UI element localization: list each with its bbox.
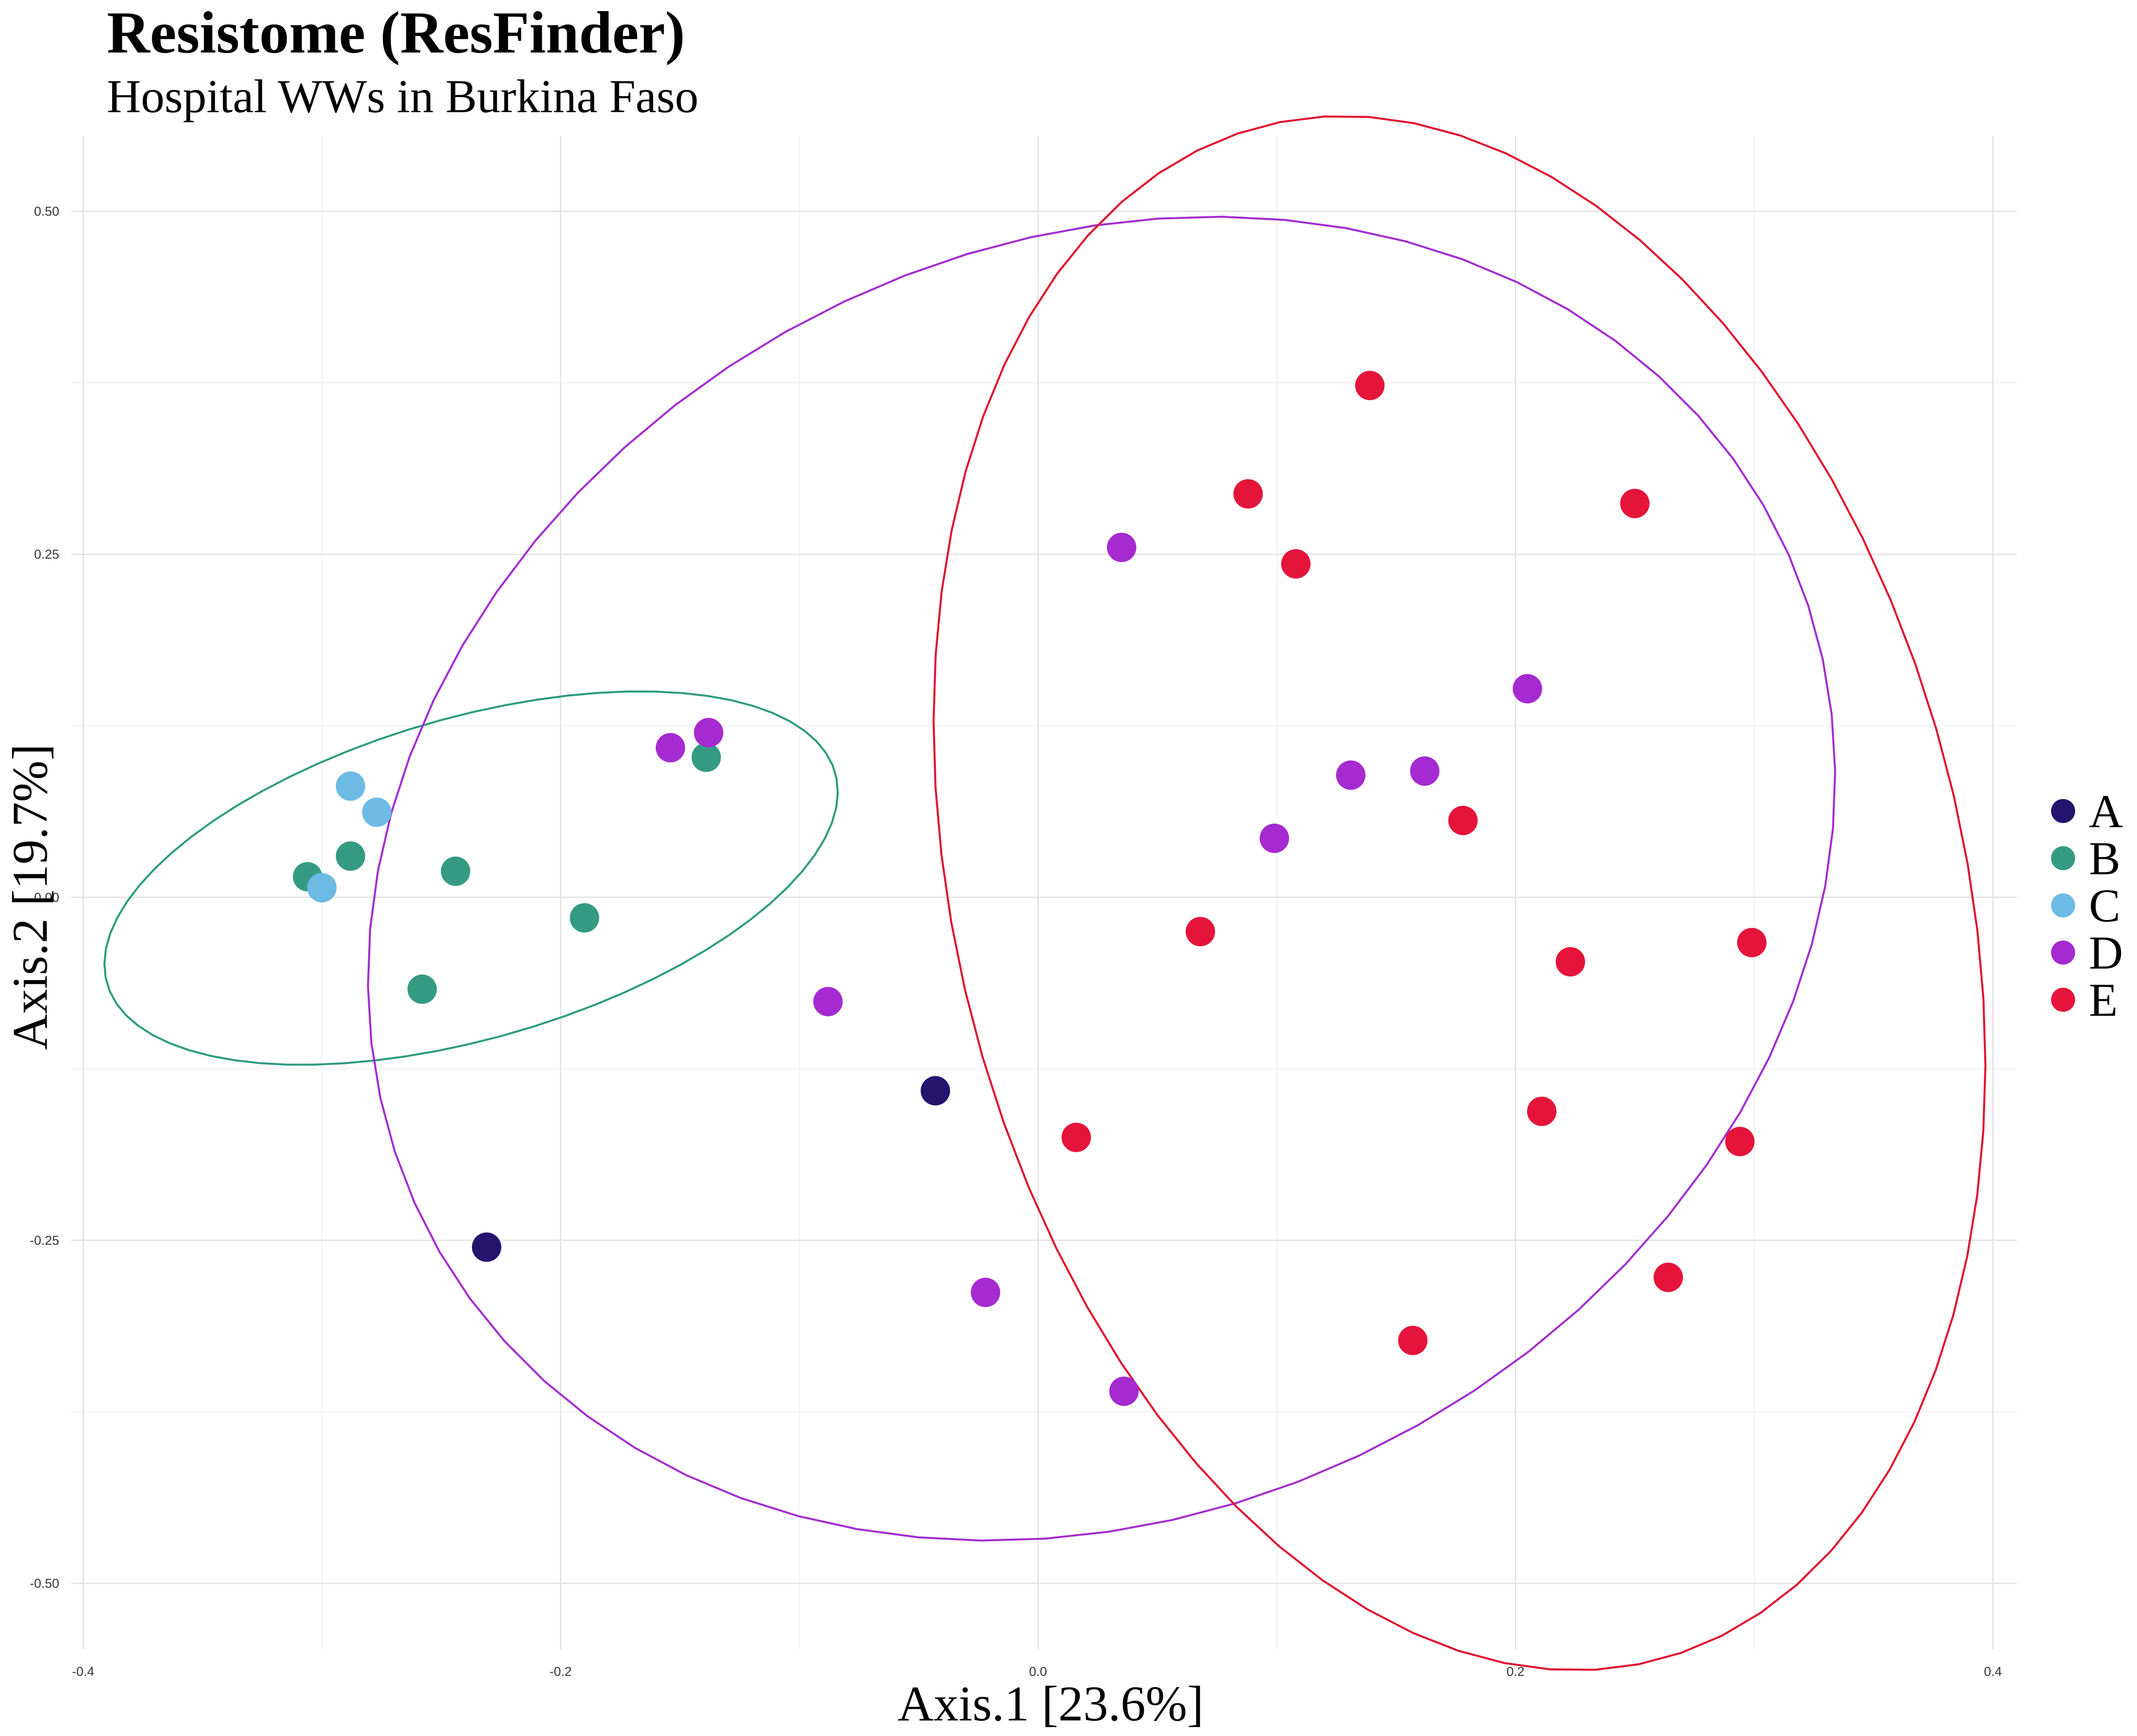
legend-key-B: [2051, 846, 2075, 870]
y-tick-label: -0.25: [30, 1233, 59, 1248]
y-tick-label: 0.00: [34, 891, 59, 905]
y-tick-label: -0.50: [30, 1577, 59, 1591]
point-D: [1336, 760, 1365, 790]
point-E: [1620, 489, 1650, 519]
ellipse-D: [367, 215, 1836, 1542]
point-E: [1398, 1326, 1428, 1355]
legend-key-D: [2051, 941, 2075, 965]
point-D: [1259, 823, 1289, 853]
grid: [71, 136, 2017, 1649]
point-D: [1410, 756, 1440, 786]
y-tick-label: 0.50: [34, 205, 59, 219]
point-E: [1654, 1262, 1683, 1292]
x-tick-label: -0.4: [72, 1665, 94, 1679]
x-tick-label: 0.0: [1029, 1665, 1047, 1679]
confidence-ellipses: [103, 115, 1987, 1671]
axis-ticks: -0.4 -0.2 0.0 0.2 0.4 0.50 0.25 0.00 -0.25 -0.50: [30, 205, 2002, 1679]
point-E: [1448, 806, 1478, 836]
legend-key-E: [2051, 988, 2075, 1012]
legend-label-A: A: [2089, 785, 2123, 837]
point-C: [336, 771, 366, 801]
point-E: [1725, 1127, 1755, 1156]
x-tick-label: 0.4: [1984, 1665, 2002, 1679]
point-C: [362, 797, 392, 827]
point-A: [472, 1232, 501, 1262]
point-D: [971, 1278, 1000, 1307]
point-E: [1556, 947, 1585, 977]
point-B: [441, 856, 471, 886]
point-C: [307, 873, 337, 903]
legend-label-C: C: [2089, 880, 2121, 932]
point-D: [813, 987, 843, 1017]
x-tick-label: -0.2: [549, 1665, 572, 1679]
point-B: [336, 841, 366, 871]
x-axis-title: Axis.1 [23.6%]: [898, 1676, 1203, 1732]
point-E: [1527, 1096, 1556, 1126]
ellipse-E: [932, 115, 1987, 1671]
legend-label-E: E: [2089, 974, 2118, 1026]
point-E: [1737, 928, 1767, 957]
point-D: [1109, 1376, 1139, 1406]
ellipse-B: [103, 690, 839, 1066]
point-E: [1281, 549, 1311, 579]
data-points: [293, 371, 1767, 1406]
point-B: [569, 903, 599, 933]
y-axis-title: Axis.2 [19.7%]: [3, 744, 58, 1050]
point-A: [921, 1076, 950, 1106]
point-D: [694, 718, 723, 747]
legend-label-B: B: [2089, 832, 2121, 884]
point-B: [691, 742, 721, 772]
x-tick-label: 0.2: [1507, 1665, 1524, 1679]
point-E: [1186, 917, 1215, 946]
point-D: [655, 733, 685, 763]
point-E: [1355, 371, 1385, 400]
chart-subtitle: Hospital WWs in Burkina Faso: [107, 70, 699, 122]
point-D: [1107, 532, 1137, 562]
legend-label-D: D: [2089, 927, 2123, 979]
point-D: [1512, 674, 1542, 704]
legend-key-C: [2051, 893, 2075, 917]
y-tick-label: 0.25: [34, 548, 59, 562]
point-B: [407, 974, 437, 1004]
legend-key-A: [2051, 799, 2075, 823]
point-E: [1061, 1123, 1091, 1152]
point-E: [1233, 479, 1263, 509]
chart-title: Resistome (ResFinder): [107, 0, 685, 65]
